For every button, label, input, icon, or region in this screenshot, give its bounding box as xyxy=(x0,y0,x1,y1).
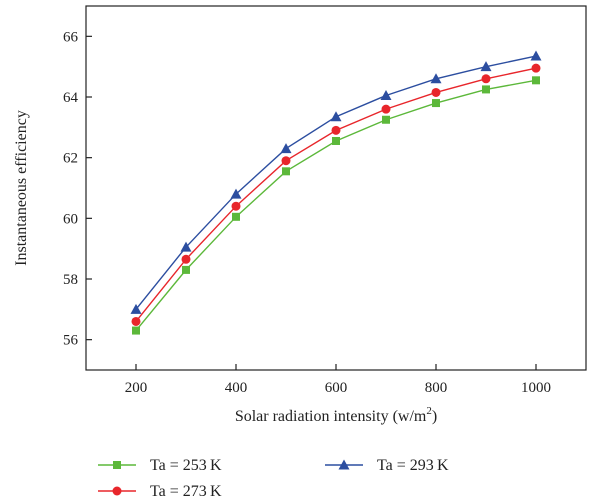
data-point xyxy=(182,265,190,274)
data-point xyxy=(332,136,340,145)
data-point xyxy=(132,326,140,335)
legend-marker xyxy=(112,486,122,496)
legend-label: Ta = 293 K xyxy=(377,457,449,474)
data-point xyxy=(282,167,290,176)
x-tick-label: 800 xyxy=(425,380,448,396)
legend-label: Ta = 253 K xyxy=(150,457,222,474)
data-point xyxy=(380,89,392,100)
axis-ticks: 200 400 600 800 1000 56 58 60 62 64 66 xyxy=(63,29,551,396)
data-point xyxy=(231,201,241,211)
series-line xyxy=(135,55,537,310)
data-point xyxy=(330,111,342,122)
data-point xyxy=(531,63,541,73)
data-point xyxy=(430,73,442,84)
x-tick-label: 400 xyxy=(225,380,248,396)
x-tick-label: 1000 xyxy=(521,380,551,396)
x-axis-title-main: Solar radiation intensity (w/m xyxy=(235,408,427,425)
legend-item: Ta = 293 K xyxy=(325,457,449,474)
data-point xyxy=(230,188,242,199)
plot-frame xyxy=(85,5,587,371)
legend-label: Ta = 273 K xyxy=(150,483,222,500)
x-tick-label: 600 xyxy=(325,380,348,396)
series-circle xyxy=(131,63,541,326)
y-tick-label: 66 xyxy=(63,29,79,45)
data-point xyxy=(481,74,491,84)
data-point xyxy=(331,125,341,135)
data-point xyxy=(480,61,492,72)
y-axis-title: Instantaneous efficiency xyxy=(13,110,30,266)
data-point xyxy=(281,156,291,166)
legend-item: Ta = 253 K xyxy=(98,457,222,474)
data-point xyxy=(232,212,240,221)
x-tick-label: 200 xyxy=(125,380,148,396)
data-point xyxy=(532,76,540,85)
data-point xyxy=(131,316,141,326)
y-tick-label: 58 xyxy=(63,272,78,288)
data-point xyxy=(482,85,490,94)
series-square xyxy=(132,76,540,335)
x-axis-title-close: ) xyxy=(432,408,437,425)
data-point xyxy=(280,143,292,154)
legend-marker xyxy=(338,459,350,470)
y-tick-label: 56 xyxy=(63,333,79,349)
series-triangle xyxy=(130,50,542,314)
legend-item: Ta = 273 K xyxy=(98,483,222,500)
y-tick-label: 62 xyxy=(63,151,78,167)
data-point xyxy=(382,115,390,124)
y-tick-label: 60 xyxy=(63,211,78,227)
data-point xyxy=(432,99,440,108)
series-line xyxy=(135,67,537,322)
data-point xyxy=(381,104,391,114)
x-axis-title-sup: 2 xyxy=(426,405,432,417)
data-point xyxy=(530,50,542,61)
data-point xyxy=(130,303,142,314)
y-tick-label: 64 xyxy=(63,90,79,106)
x-axis-title: Solar radiation intensity (w/m2) xyxy=(235,405,437,425)
data-point xyxy=(181,254,191,264)
legend-marker xyxy=(113,461,121,469)
legend: Ta = 253 K Ta = 273 K Ta = 293 K xyxy=(98,457,449,500)
data-point xyxy=(431,87,441,97)
series-layer xyxy=(130,50,542,335)
data-point xyxy=(180,241,192,252)
